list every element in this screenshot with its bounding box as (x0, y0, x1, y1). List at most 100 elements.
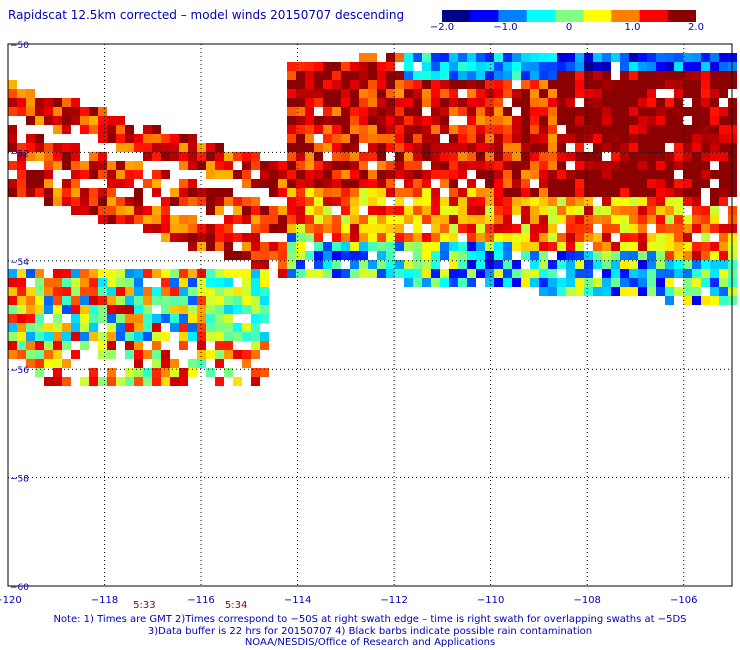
wind-cell (710, 62, 719, 71)
wind-cell (80, 341, 89, 350)
wind-cell (395, 116, 404, 125)
wind-cell (422, 278, 431, 287)
wind-cell (638, 233, 647, 242)
wind-cell (647, 125, 656, 134)
wind-cell (665, 134, 674, 143)
wind-cell (548, 260, 557, 269)
wind-cell (584, 62, 593, 71)
wind-cell (215, 332, 224, 341)
wind-cell (170, 269, 179, 278)
wind-cell (323, 170, 332, 179)
wind-cell (44, 143, 53, 152)
wind-cell (224, 296, 233, 305)
wind-cell (485, 107, 494, 116)
wind-cell (701, 170, 710, 179)
wind-cell (296, 161, 305, 170)
wind-cell (530, 161, 539, 170)
wind-cell (89, 161, 98, 170)
wind-cell (215, 143, 224, 152)
wind-cell (530, 269, 539, 278)
colorbar-swatch (583, 10, 612, 22)
wind-cell (44, 161, 53, 170)
wind-cell (35, 98, 44, 107)
wind-cell (332, 71, 341, 80)
wind-cell (629, 170, 638, 179)
wind-cell (413, 242, 422, 251)
wind-cell (422, 269, 431, 278)
lat-tick-label: −60 (10, 583, 29, 593)
wind-cell (467, 260, 476, 269)
wind-cell (314, 233, 323, 242)
wind-cell (575, 152, 584, 161)
wind-cell (611, 53, 620, 62)
wind-cell (548, 89, 557, 98)
wind-cell (17, 152, 26, 161)
wind-cell (305, 170, 314, 179)
wind-cell (341, 80, 350, 89)
wind-cell (692, 260, 701, 269)
wind-cell (476, 260, 485, 269)
wind-cell (350, 89, 359, 98)
wind-cell (188, 278, 197, 287)
wind-cell (314, 215, 323, 224)
wind-cell (611, 170, 620, 179)
colorbar-swatch (554, 10, 584, 22)
wind-cell (368, 179, 377, 188)
wind-cell (548, 233, 557, 242)
wind-cell (566, 179, 575, 188)
wind-cell (71, 170, 80, 179)
wind-cell (647, 242, 656, 251)
wind-cell (629, 206, 638, 215)
wind-cell (620, 62, 629, 71)
wind-cell (8, 269, 17, 278)
wind-cell (125, 368, 134, 377)
wind-cell (35, 134, 44, 143)
wind-cell (431, 89, 440, 98)
wind-cell (296, 125, 305, 134)
wind-cell (719, 296, 728, 305)
wind-cell (692, 161, 701, 170)
wind-cell (485, 125, 494, 134)
wind-cell (125, 332, 134, 341)
wind-cell (593, 125, 602, 134)
wind-cell (458, 62, 467, 71)
wind-cell (278, 170, 287, 179)
wind-cell (584, 161, 593, 170)
wind-cell (692, 224, 701, 233)
wind-cell (215, 278, 224, 287)
wind-cell (296, 179, 305, 188)
wind-cell (8, 188, 17, 197)
wind-cell (512, 197, 521, 206)
wind-cell (368, 98, 377, 107)
wind-cell (494, 143, 503, 152)
wind-cell (305, 251, 314, 260)
wind-cell (647, 71, 656, 80)
wind-cell (701, 152, 710, 161)
wind-cell (125, 377, 134, 386)
wind-cell (485, 242, 494, 251)
wind-cell (269, 161, 278, 170)
wind-cell (656, 116, 665, 125)
wind-cell (584, 71, 593, 80)
wind-cell (494, 179, 503, 188)
wind-cell (539, 179, 548, 188)
wind-cell (62, 278, 71, 287)
wind-cell (629, 278, 638, 287)
wind-cell (125, 134, 134, 143)
wind-cell (584, 188, 593, 197)
wind-cell (557, 242, 566, 251)
wind-cell (440, 98, 449, 107)
wind-cell (44, 98, 53, 107)
wind-cell (377, 80, 386, 89)
wind-cell (665, 125, 674, 134)
wind-cell (350, 251, 359, 260)
wind-cell (467, 80, 476, 89)
wind-cell (35, 179, 44, 188)
wind-cell (431, 98, 440, 107)
wind-cell (656, 161, 665, 170)
wind-cell (647, 269, 656, 278)
wind-cell (629, 134, 638, 143)
wind-cell (269, 242, 278, 251)
wind-cell (134, 323, 143, 332)
wind-cell (386, 251, 395, 260)
